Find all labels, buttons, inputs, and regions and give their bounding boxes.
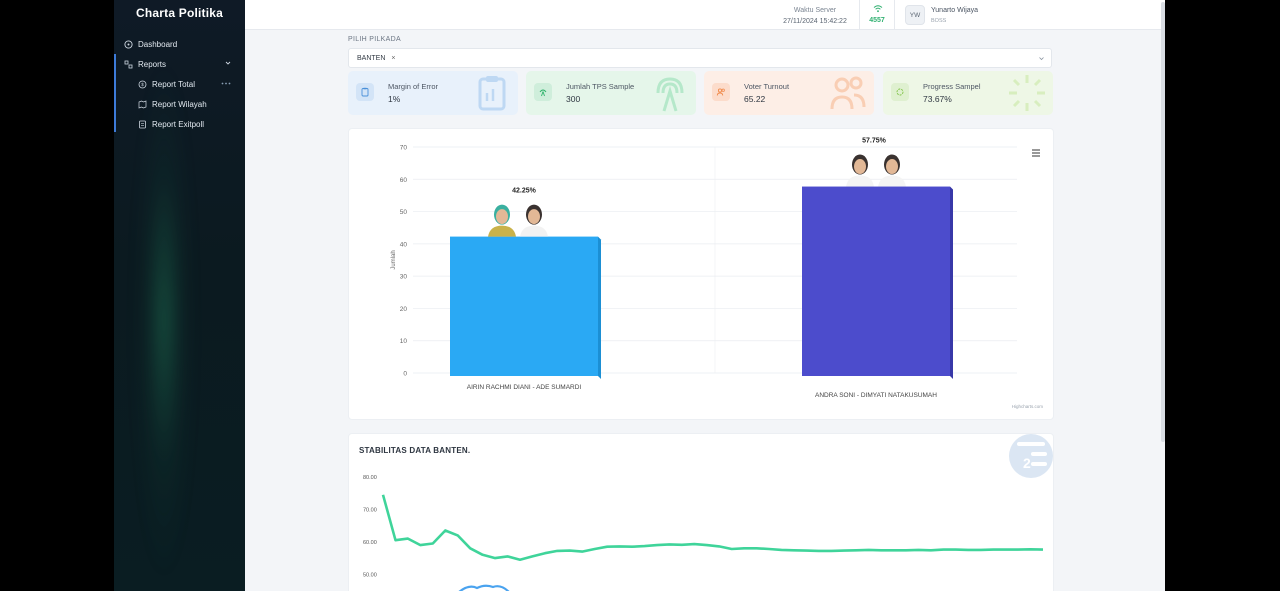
- app-frame: Charta Politika Dashboard Reports $: [114, 0, 1165, 591]
- clipboard-icon: [356, 83, 374, 101]
- user-name: Yunarto Wijaya: [931, 7, 979, 14]
- sidebar-item-label: Reports: [138, 59, 167, 69]
- chart-title: STABILITAS DATA BANTEN.: [359, 446, 471, 455]
- y-axis-label: Jumlah: [391, 250, 397, 269]
- active-indicator: [114, 54, 116, 132]
- stat-value: 300: [566, 94, 581, 104]
- chevron-down-icon[interactable]: [1038, 55, 1045, 62]
- sidebar-item-report-total[interactable]: $ Report Total: [114, 74, 245, 94]
- report-wilayah-icon: [138, 99, 147, 109]
- report-total-icon: $: [138, 80, 147, 89]
- filter-label: PILIH PILKADA: [348, 36, 401, 43]
- stat-value: 1%: [388, 94, 401, 104]
- y-tick-label: 60: [400, 177, 408, 184]
- series-line[interactable]: [381, 494, 1044, 561]
- stat-value: 73.67%: [923, 94, 952, 104]
- stat-title: Jumlah TPS Sample: [566, 82, 635, 91]
- sidebar-item-dashboard[interactable]: Dashboard: [114, 34, 245, 54]
- candidate-photo: [846, 154, 906, 187]
- report-exitpoll-icon: [138, 120, 147, 129]
- y-tick-label: 40: [400, 241, 408, 248]
- bar-chart: 0 10 20 30 40 50 60 70 Jumlah 42.25% AIRIN RACHMI …: [391, 138, 1017, 399]
- wifi-icon: [873, 5, 883, 13]
- connection-count: 4557: [869, 17, 885, 24]
- chart-credit: Highcharts.com: [1011, 404, 1043, 409]
- dashboard-icon: [124, 39, 133, 49]
- y-tick-label: 20: [400, 306, 408, 313]
- y-tick-label: 70: [400, 145, 408, 152]
- stability-chart-panel: STABILITAS DATA BANTEN. 2 50.00 60.00 70.0…: [348, 433, 1054, 591]
- y-tick-label: 70.00: [363, 507, 377, 513]
- stat-card-progress-sampel: Progress Sampel 73.67%: [883, 71, 1053, 115]
- sidebar-item-reports[interactable]: Reports: [114, 54, 245, 74]
- server-time-block: Waktu Server 27/11/2024 15:42:22: [775, 5, 855, 27]
- x-category-label: AIRIN RACHMI DIANI - ADE SUMARDI: [467, 384, 582, 391]
- stat-card-margin-of-error: Margin of Error 1%: [348, 71, 518, 115]
- sidebar-item-label: Report Total: [152, 79, 195, 89]
- bar[interactable]: [450, 236, 598, 376]
- stat-value: 65.22: [744, 94, 766, 104]
- y-tick-label: 30: [400, 274, 408, 281]
- sidebar-nav: Dashboard Reports $ Report Total: [114, 34, 245, 134]
- stat-title: Voter Turnout: [744, 82, 790, 91]
- users-icon: [712, 83, 730, 101]
- user-info[interactable]: Yunarto Wijaya BOSS: [931, 6, 978, 26]
- user-role: BOSS: [931, 18, 947, 24]
- connection-status: 4557: [859, 0, 895, 30]
- stat-card-voter-turnout: Voter Turnout 65.22: [704, 71, 874, 115]
- stat-card-jumlah-tps: Jumlah TPS Sample 300: [526, 71, 696, 115]
- selected-value: BANTEN: [357, 54, 386, 62]
- list-number-icon: 2: [1009, 434, 1053, 478]
- series-line-secondary: [458, 584, 510, 591]
- line-chart: 50.00 60.00 70.00 80.00: [363, 475, 1044, 591]
- y-tick-label: 50.00: [363, 572, 377, 578]
- server-time-value: 27/11/2024 15:42:22: [783, 18, 847, 25]
- y-tick-label: 80.00: [363, 475, 377, 481]
- signal-tower-icon: [656, 77, 684, 112]
- vote-result-chart-panel: 0 10 20 30 40 50 60 70 Jumlah 42.25% AIRIN RACHMI …: [348, 128, 1054, 420]
- progress-icon: [891, 83, 909, 101]
- bar-side: [950, 186, 953, 379]
- sidebar-item-report-exitpoll[interactable]: Report Exitpoll: [114, 114, 245, 134]
- stat-cards: Margin of Error 1% Jumlah TPS Sample 300…: [348, 71, 1054, 115]
- data-label: 57.75%: [862, 138, 887, 145]
- stat-title: Margin of Error: [388, 82, 439, 91]
- more-dots-icon: [221, 82, 231, 85]
- bar[interactable]: [802, 186, 950, 376]
- pilkada-select[interactable]: BANTEN ×: [348, 48, 1052, 68]
- clear-selection-button[interactable]: ×: [391, 54, 396, 62]
- sidebar-item-label: Dashboard: [138, 39, 178, 49]
- bar-side: [598, 236, 601, 379]
- reports-icon: [124, 60, 133, 69]
- y-tick-label: 0: [403, 371, 407, 378]
- topbar: Waktu Server 27/11/2024 15:42:22 4557 YW…: [245, 0, 1165, 442]
- y-tick-label: 50: [400, 209, 408, 216]
- sidebar-item-label: Report Exitpoll: [152, 119, 205, 129]
- data-label: 42.25%: [512, 188, 537, 195]
- users-icon: [830, 76, 866, 110]
- stat-title: Progress Sampel: [923, 82, 981, 91]
- x-category-label: ANDRA SONI - DIMYATI NATAKUSUMAH: [815, 392, 937, 399]
- chevron-down-icon[interactable]: [225, 60, 231, 66]
- candidate-photo: [488, 204, 548, 237]
- scrollbar[interactable]: [1161, 2, 1165, 442]
- avatar[interactable]: YW: [905, 5, 925, 25]
- svg-text:2: 2: [1023, 455, 1031, 471]
- progress-icon: [1009, 75, 1045, 111]
- y-tick-label: 10: [400, 338, 408, 345]
- signal-tower-icon: [534, 83, 552, 101]
- brand-logo-text: Charta Politika: [136, 6, 224, 20]
- y-tick-label: 60.00: [363, 540, 377, 546]
- sidebar-item-label: Report Wilayah: [152, 99, 207, 109]
- sidebar-item-report-wilayah[interactable]: Report Wilayah: [114, 94, 245, 114]
- menu-icon[interactable]: [1031, 149, 1041, 157]
- sidebar: Charta Politika Dashboard Reports $: [114, 0, 245, 591]
- clipboard-icon: [478, 76, 506, 111]
- server-time-label: Waktu Server: [793, 7, 837, 14]
- svg-text:$: $: [141, 82, 144, 87]
